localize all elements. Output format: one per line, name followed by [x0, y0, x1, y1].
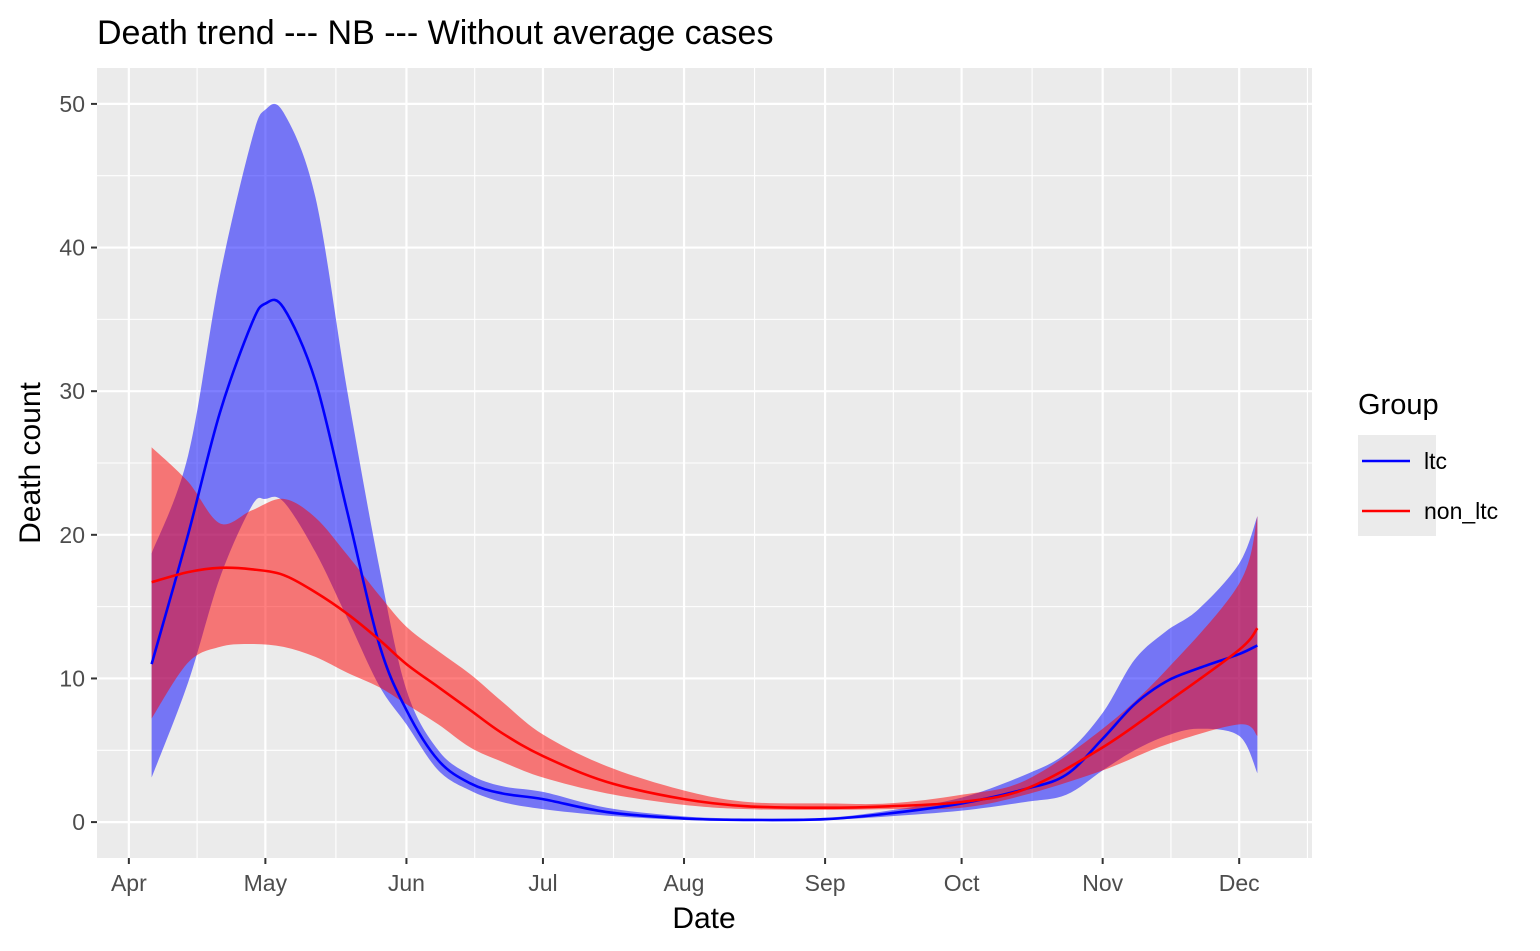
- x-tick-label: Sep: [805, 870, 846, 896]
- y-tick-label: 50: [59, 91, 85, 117]
- x-tick-label: Jun: [388, 870, 425, 896]
- x-axis: Apr May Jun Jul Aug Sep Oct Nov Dec: [111, 858, 1260, 896]
- x-axis-title: Date: [672, 902, 735, 935]
- x-tick-label: Apr: [111, 870, 147, 896]
- chart-title: Death trend --- NB --- Without average c…: [97, 14, 773, 52]
- legend-key-background: [1358, 435, 1436, 536]
- legend: Group ltc non_ltc: [1358, 389, 1498, 536]
- line-ltc: [150, 298, 1258, 822]
- x-tick-label: May: [244, 870, 288, 896]
- x-tick-label: Dec: [1219, 870, 1260, 896]
- y-tick-label: 10: [59, 665, 85, 691]
- y-axis: 0 10 20 30 40 50: [59, 91, 97, 835]
- legend-label-non-ltc: non_ltc: [1424, 498, 1498, 524]
- band-non-ltc: [151, 447, 1258, 810]
- trend-lines: [150, 298, 1259, 822]
- x-tick-label: Jul: [528, 870, 557, 896]
- line-non-ltc: [151, 566, 1259, 810]
- legend-label-ltc: ltc: [1424, 448, 1447, 474]
- band-ltc: [151, 103, 1258, 821]
- y-tick-label: 20: [59, 522, 85, 548]
- y-axis-title: Death count: [14, 381, 47, 543]
- x-tick-label: Aug: [664, 870, 705, 896]
- y-tick-label: 40: [59, 235, 85, 261]
- x-tick-label: Nov: [1082, 870, 1123, 896]
- confidence-bands: [151, 103, 1258, 821]
- x-tick-label: Oct: [944, 870, 980, 896]
- y-tick-label: 0: [72, 809, 85, 835]
- legend-title: Group: [1358, 389, 1439, 421]
- y-tick-label: 30: [59, 378, 85, 404]
